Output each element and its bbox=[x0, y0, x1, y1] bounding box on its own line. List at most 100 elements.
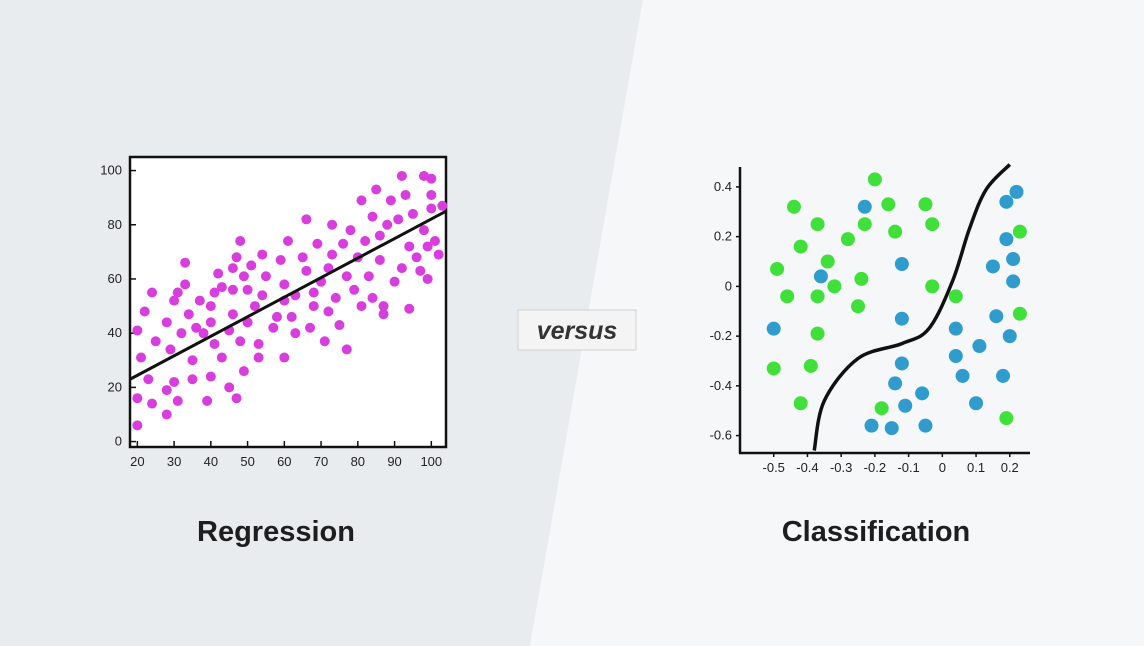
regression-point bbox=[341, 344, 352, 355]
versus-label: versus bbox=[537, 317, 618, 345]
regression-point bbox=[227, 309, 238, 320]
regression-y-tick-label: 80 bbox=[108, 217, 122, 232]
class-b-point bbox=[999, 194, 1014, 209]
regression-point bbox=[378, 301, 389, 312]
regression-point bbox=[132, 393, 143, 404]
regression-point bbox=[389, 276, 400, 287]
regression-point bbox=[349, 284, 360, 295]
regression-point bbox=[227, 263, 238, 274]
regression-point bbox=[227, 284, 238, 295]
regression-point bbox=[404, 241, 415, 252]
regression-point bbox=[356, 195, 367, 206]
regression-point bbox=[422, 241, 433, 252]
classification-points bbox=[766, 172, 1027, 436]
regression-point bbox=[165, 344, 176, 355]
regression-point bbox=[393, 214, 404, 225]
regression-point bbox=[426, 189, 437, 200]
regression-point bbox=[422, 273, 433, 284]
class-b-point bbox=[985, 259, 1000, 274]
regression-point bbox=[404, 303, 415, 314]
regression-point bbox=[187, 355, 198, 366]
regression-point bbox=[238, 271, 249, 282]
class-a-point bbox=[948, 289, 963, 304]
class-a-point bbox=[786, 199, 801, 214]
class-a-point bbox=[766, 361, 781, 376]
regression-point bbox=[363, 271, 374, 282]
class-b-point bbox=[955, 368, 970, 383]
regression-point bbox=[271, 311, 282, 322]
classification-y-tick-label: -0.6 bbox=[710, 428, 732, 443]
class-a-point bbox=[888, 224, 903, 239]
regression-point bbox=[257, 249, 268, 260]
regression-x-ticks: 20 30 40 50 60 70 80 90 100 bbox=[130, 441, 442, 469]
regression-point bbox=[312, 238, 323, 249]
classification-caption: Classification bbox=[782, 516, 971, 548]
regression-point bbox=[297, 252, 308, 263]
regression-point bbox=[216, 282, 227, 293]
class-a-point bbox=[810, 217, 825, 232]
regression-point bbox=[209, 287, 220, 298]
regression-point bbox=[161, 385, 172, 396]
regression-point bbox=[275, 254, 286, 265]
class-b-point bbox=[894, 256, 909, 271]
class-a-point bbox=[857, 217, 872, 232]
classification-x-ticks: -0.5 -0.4 -0.3 -0.2 -0.1 0 0.1 0.2 bbox=[763, 453, 1019, 475]
regression-x-tick-label: 50 bbox=[240, 454, 254, 469]
regression-points bbox=[132, 170, 448, 431]
regression-point bbox=[334, 320, 345, 331]
regression-point bbox=[231, 393, 242, 404]
regression-point bbox=[209, 339, 220, 350]
regression-point bbox=[305, 322, 316, 333]
regression-point bbox=[283, 236, 293, 247]
regression-point bbox=[429, 236, 440, 247]
class-b-point bbox=[996, 368, 1011, 383]
class-a-point bbox=[780, 289, 795, 304]
regression-point bbox=[143, 374, 154, 385]
class-a-point bbox=[1012, 224, 1027, 239]
class-a-point bbox=[793, 396, 808, 411]
class-a-point bbox=[810, 289, 825, 304]
regression-point bbox=[169, 376, 180, 387]
regression-point bbox=[242, 284, 253, 295]
regression-point bbox=[253, 352, 264, 363]
regression-point bbox=[411, 252, 422, 263]
regression-point bbox=[235, 236, 246, 247]
regression-point bbox=[367, 211, 378, 222]
regression-point bbox=[301, 214, 312, 225]
regression-point bbox=[205, 301, 216, 312]
classification-x-tick-label: 0.1 bbox=[967, 460, 985, 475]
regression-point bbox=[169, 295, 180, 306]
regression-point bbox=[268, 322, 279, 333]
class-b-point bbox=[989, 309, 1004, 324]
class-b-point bbox=[915, 386, 930, 401]
regression-point bbox=[385, 195, 396, 206]
regression-point bbox=[216, 352, 227, 363]
regression-point bbox=[400, 189, 411, 200]
regression-point bbox=[426, 173, 437, 184]
class-b-point bbox=[948, 349, 963, 364]
regression-point bbox=[147, 398, 158, 409]
regression-point bbox=[319, 336, 330, 347]
class-b-point bbox=[857, 199, 872, 214]
regression-point bbox=[253, 339, 264, 350]
classification-x-tick-label: -0.4 bbox=[796, 460, 818, 475]
classification-y-ticks: 0.4 0.2 0 -0.2 -0.4 -0.6 bbox=[710, 179, 740, 443]
class-a-point bbox=[925, 217, 940, 232]
regression-point bbox=[257, 290, 268, 301]
classification-y-tick-label: 0.4 bbox=[714, 179, 732, 194]
regression-point bbox=[191, 322, 202, 333]
regression-point bbox=[213, 268, 224, 279]
class-b-point bbox=[972, 339, 987, 354]
regression-point bbox=[172, 287, 183, 298]
regression-y-tick-label: 20 bbox=[108, 379, 122, 394]
regression-point bbox=[246, 260, 257, 271]
regression-point bbox=[323, 306, 334, 317]
regression-x-tick-label: 70 bbox=[314, 454, 328, 469]
regression-point bbox=[231, 252, 242, 263]
regression-y-tick-label: 60 bbox=[108, 271, 122, 286]
classification-x-tick-label: -0.5 bbox=[763, 460, 785, 475]
regression-point bbox=[172, 395, 183, 406]
class-a-point bbox=[803, 358, 818, 373]
class-b-point bbox=[864, 418, 879, 433]
regression-point bbox=[415, 265, 426, 276]
